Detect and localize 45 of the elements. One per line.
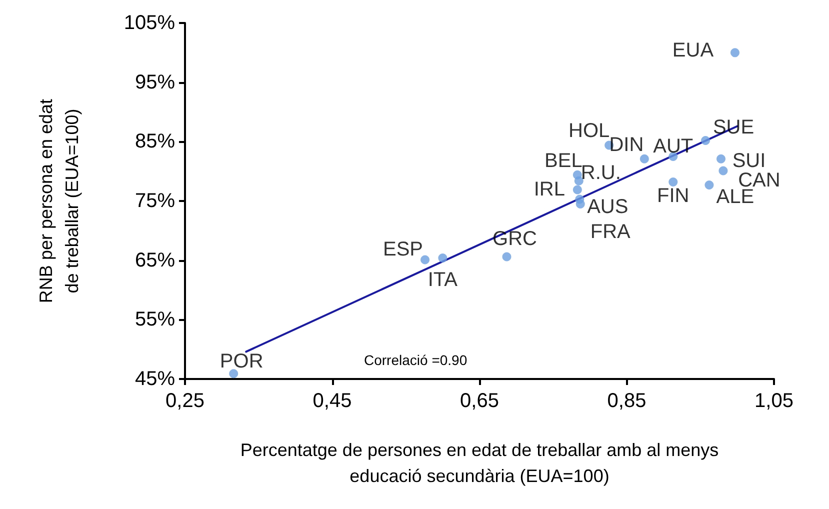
y-tick-label: 55% xyxy=(134,308,176,331)
annotation: DIN xyxy=(609,134,644,156)
y-tick-label: 85% xyxy=(134,130,176,153)
annotation: BEL xyxy=(544,150,582,172)
annotation: FIN xyxy=(657,185,690,208)
annotation: SUE xyxy=(712,116,754,138)
x-axis-title: Percentatge de persones en edat de treballar amb al menys educació secundària (EUA=100) xyxy=(240,440,719,486)
annotation: AUT xyxy=(653,136,694,158)
point xyxy=(576,199,585,208)
annotation: FRA xyxy=(590,220,632,243)
annotation: R.U. xyxy=(580,162,621,184)
y-tick-label: 65% xyxy=(134,249,176,272)
annotation: POR xyxy=(220,350,264,373)
point xyxy=(718,166,728,176)
annotation: IRL xyxy=(534,178,565,201)
point xyxy=(420,255,430,264)
annotation: EUA xyxy=(672,40,714,62)
annotation: Correlació =0.90 xyxy=(364,352,468,368)
point xyxy=(229,369,238,378)
point xyxy=(704,180,714,190)
x-tick-label: 0,45 xyxy=(312,390,352,412)
annotation: GRC xyxy=(492,228,537,250)
x-tick-label: 0,25 xyxy=(166,390,204,412)
y-tick-label: 95% xyxy=(134,71,176,94)
point xyxy=(438,253,448,262)
annotation: ESP xyxy=(383,238,424,261)
point xyxy=(574,176,584,186)
x-tick-label: 0,65 xyxy=(460,390,499,412)
y-axis-title: RNB per persona en edat de treballar (EUA=100) xyxy=(36,98,82,304)
annotation: AUS xyxy=(587,196,628,218)
annotation: HOL xyxy=(568,120,610,142)
point xyxy=(572,185,582,194)
point xyxy=(640,154,649,164)
point xyxy=(701,136,710,145)
y-tick-label: 75% xyxy=(134,190,176,212)
point xyxy=(716,154,726,164)
point xyxy=(730,48,740,58)
x-tick-label: 1,05 xyxy=(754,390,794,412)
x-tick-label: 0,85 xyxy=(607,390,646,412)
y-tick-label: 105% xyxy=(124,12,176,34)
annotation: SUI xyxy=(732,150,766,172)
annotation: ITA xyxy=(428,268,458,291)
y-tick-label: 45% xyxy=(134,368,176,390)
point xyxy=(502,252,512,262)
point xyxy=(668,178,678,187)
